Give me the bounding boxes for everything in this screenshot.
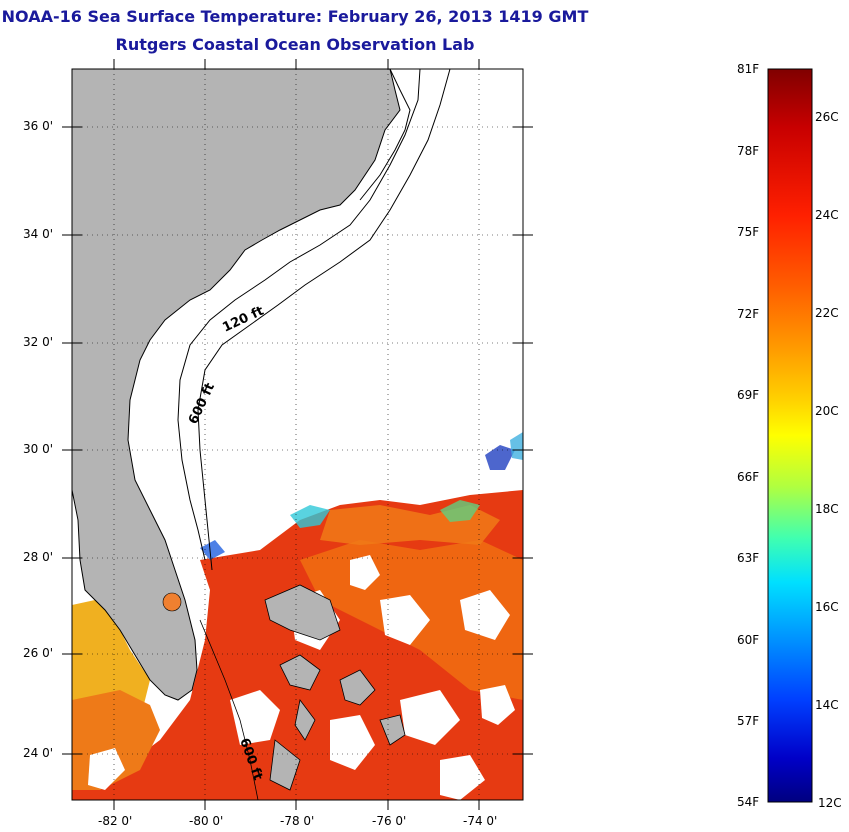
bahamas-islands	[264, 584, 406, 791]
colorbar-f-label: 78F	[737, 144, 760, 158]
colorbar-f-label: 54F	[737, 795, 760, 809]
lon-label: -82 0'	[98, 814, 133, 828]
sst-cool-front-5	[510, 432, 523, 460]
colorbar-f-label: 57F	[737, 714, 760, 728]
map-subtitle: Rutgers Coastal Ocean Observation Lab	[115, 35, 475, 54]
lat-label: 34 0'	[23, 227, 54, 241]
lat-label: 36 0'	[23, 119, 54, 133]
sst-cool-front	[290, 505, 330, 528]
lake-okeechobee	[162, 592, 182, 612]
colorbar-c-label: 26C	[815, 110, 839, 124]
lat-label: 24 0'	[23, 746, 54, 760]
lon-label: -78 0'	[280, 814, 315, 828]
outer-banks	[359, 69, 411, 201]
sst-cool-front-3	[440, 500, 480, 522]
colorbar-f-label: 81F	[737, 62, 760, 76]
map-ticks	[62, 59, 533, 810]
lon-label: -76 0'	[372, 814, 407, 828]
colorbar-c-label: 16C	[815, 600, 839, 614]
map-frame	[71, 68, 524, 801]
lat-label: 32 0'	[23, 335, 54, 349]
colorbar-f-label: 63F	[737, 551, 760, 565]
lat-label: 28 0'	[23, 550, 54, 564]
us-landmass	[72, 69, 401, 701]
contour-600ft-south	[199, 619, 259, 800]
colorbar-f-label: 72F	[737, 307, 760, 321]
contour-120ft	[177, 69, 421, 561]
sst-cool-front-4	[485, 445, 515, 470]
colorbar-f-label: 66F	[737, 470, 760, 484]
map-grid	[72, 69, 523, 800]
colorbar-c-label: 12C	[818, 796, 842, 810]
colorbar-c-label: 20C	[815, 404, 839, 418]
colorbar	[767, 68, 813, 803]
colorbar-f-label: 60F	[737, 633, 760, 647]
colorbar-c-label: 18C	[815, 502, 839, 516]
lat-label: 30 0'	[23, 442, 54, 456]
colorbar-f-label: 69F	[737, 388, 760, 402]
sst-cool-front-2	[200, 540, 225, 560]
contour-600ft	[197, 69, 451, 571]
map-title: NOAA-16 Sea Surface Temperature: Februar…	[1, 7, 589, 26]
lon-label: -74 0'	[463, 814, 498, 828]
colorbar-c-label: 14C	[815, 698, 839, 712]
lat-label: 26 0'	[23, 646, 54, 660]
lon-label: -80 0'	[189, 814, 224, 828]
colorbar-c-label: 22C	[815, 306, 839, 320]
colorbar-c-label: 24C	[815, 208, 839, 222]
colorbar-f-label: 75F	[737, 225, 760, 239]
